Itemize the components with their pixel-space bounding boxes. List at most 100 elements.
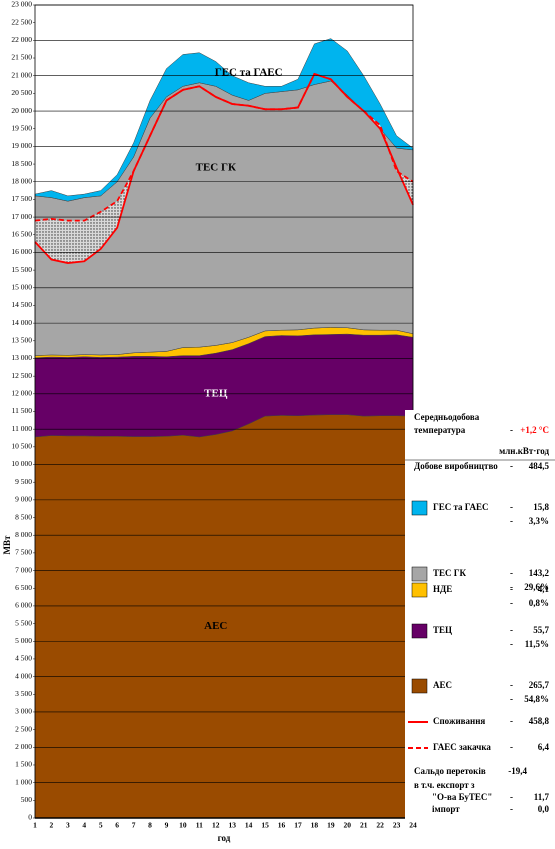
legend-label: ГАЕС закачка [433, 742, 491, 752]
area-label: ТЕС ГК [196, 161, 236, 173]
legend-value: 458,8 [529, 716, 550, 726]
x-tick-label: 8 [148, 821, 152, 830]
export-value: 11,7 [534, 792, 550, 802]
y-tick-label: 14 500 [11, 300, 32, 309]
legend-value: 6,4 [538, 742, 550, 752]
y-tick-label: 17 500 [11, 194, 32, 203]
y-tick-label: 20 500 [11, 88, 32, 97]
dash: - [510, 516, 513, 526]
y-tick-label: 19 000 [11, 141, 32, 150]
y-tick-label: 12 000 [11, 389, 32, 398]
y-tick-label: 15 000 [11, 283, 32, 292]
x-tick-label: 14 [245, 821, 253, 830]
y-tick-label: 1 000 [15, 777, 32, 786]
legend-value: 15,8 [533, 502, 549, 512]
legend-value: 265,7 [529, 680, 550, 690]
y-tick-label: 4 000 [15, 671, 32, 680]
balance-label: в т.ч. експорт з [414, 780, 475, 790]
legend-share: 11,5% [525, 639, 549, 649]
y-tick-label: 500 [21, 795, 33, 804]
y-tick-label: 11 000 [12, 424, 33, 433]
y-tick-label: 10 000 [11, 459, 32, 468]
y-tick-label: 23 000 [11, 0, 32, 9]
dash: - [510, 582, 513, 592]
temperature: +1,2 °C [520, 425, 549, 435]
legend-swatch [411, 623, 428, 639]
y-axis-label: МВт [2, 535, 12, 554]
temperature-label: температура [414, 425, 466, 435]
x-tick-label: 3 [66, 821, 70, 830]
y-tick-label: 14 000 [11, 318, 32, 327]
x-tick-label: 24 [409, 821, 417, 830]
y-tick-label: 18 500 [11, 159, 32, 168]
legend-swatch [411, 678, 428, 694]
x-tick-label: 9 [165, 821, 169, 830]
dash: - [510, 598, 513, 608]
balance-label: Сальдо перетоків [414, 766, 486, 776]
y-tick-label: 1 500 [15, 760, 32, 769]
dash: - [510, 425, 513, 435]
daily-label: Добове виробництво [414, 461, 498, 471]
daily-value: 484,5 [529, 461, 550, 471]
dash: - [510, 716, 513, 726]
x-tick-label: 23 [393, 821, 401, 830]
y-tick-label: 6 500 [15, 583, 32, 592]
y-tick-label: 2 000 [15, 742, 32, 751]
x-tick-label: 6 [115, 821, 119, 830]
pumping-band [35, 73, 413, 264]
balance-value: -19,4 [508, 766, 527, 776]
dash: - [510, 680, 513, 690]
y-tick-label: 7 000 [15, 565, 32, 574]
y-tick-label: 5 000 [15, 636, 32, 645]
y-tick-label: 9 000 [15, 495, 32, 504]
legend-label: АЕС [433, 680, 452, 690]
legend-swatch [411, 500, 428, 516]
y-tick-label: 10 500 [11, 442, 32, 451]
legend-swatch [411, 566, 428, 582]
dash: - [510, 568, 513, 578]
y-tick-label: 13 500 [11, 336, 32, 345]
x-tick-label: 21 [360, 821, 368, 830]
legend-share: 0,8% [529, 598, 549, 608]
legend-label: НДЕ [433, 584, 452, 594]
dash: - [510, 742, 513, 752]
dash: - [510, 584, 513, 594]
area [34, 414, 414, 819]
y-tick-label: 0 [28, 813, 32, 822]
area-label: ГЕС та ГАЕС [215, 67, 283, 79]
balance-label: імпорт [432, 804, 460, 814]
y-tick-label: 22 000 [11, 35, 32, 44]
y-tick-label: 8 500 [15, 512, 32, 521]
balance-label: "О-ва БуТЕС" [432, 792, 492, 802]
y-tick-label: 3 500 [15, 689, 32, 698]
x-tick-label: 20 [344, 821, 352, 830]
y-tick-label: 3 000 [15, 707, 32, 716]
y-tick-label: 6 000 [15, 601, 32, 610]
area-label: АЕС [204, 620, 227, 632]
y-tick-label: 4 500 [15, 654, 32, 663]
legend-value: 55,7 [533, 625, 549, 635]
y-tick-label: 17 000 [11, 212, 32, 221]
legend-label: Споживання [433, 716, 485, 726]
dash: - [510, 804, 513, 814]
legend-label: ГЕС та ГАЕС [433, 502, 489, 512]
unit: млн.кВт·год [499, 446, 549, 456]
area-label: ТЕЦ [204, 387, 228, 399]
legend-label: ТЕЦ [433, 625, 452, 635]
y-tick-label: 2 500 [15, 724, 32, 733]
temperature-label: Середньодобова [414, 412, 480, 422]
legend-value: 143,2 [529, 568, 550, 578]
legend-share: 54,8% [524, 694, 549, 704]
x-tick-label: 1 [33, 821, 37, 830]
x-tick-label: 17 [294, 821, 302, 830]
dash: - [510, 625, 513, 635]
y-tick-label: 16 000 [11, 247, 32, 256]
dash: - [510, 502, 513, 512]
y-tick-label: 8 000 [15, 530, 32, 539]
y-tick-label: 18 000 [11, 176, 32, 185]
dash: - [510, 792, 513, 802]
dash: - [510, 694, 513, 704]
x-tick-label: 18 [311, 821, 319, 830]
x-tick-label: 7 [132, 821, 136, 830]
summary-panel [405, 410, 555, 822]
